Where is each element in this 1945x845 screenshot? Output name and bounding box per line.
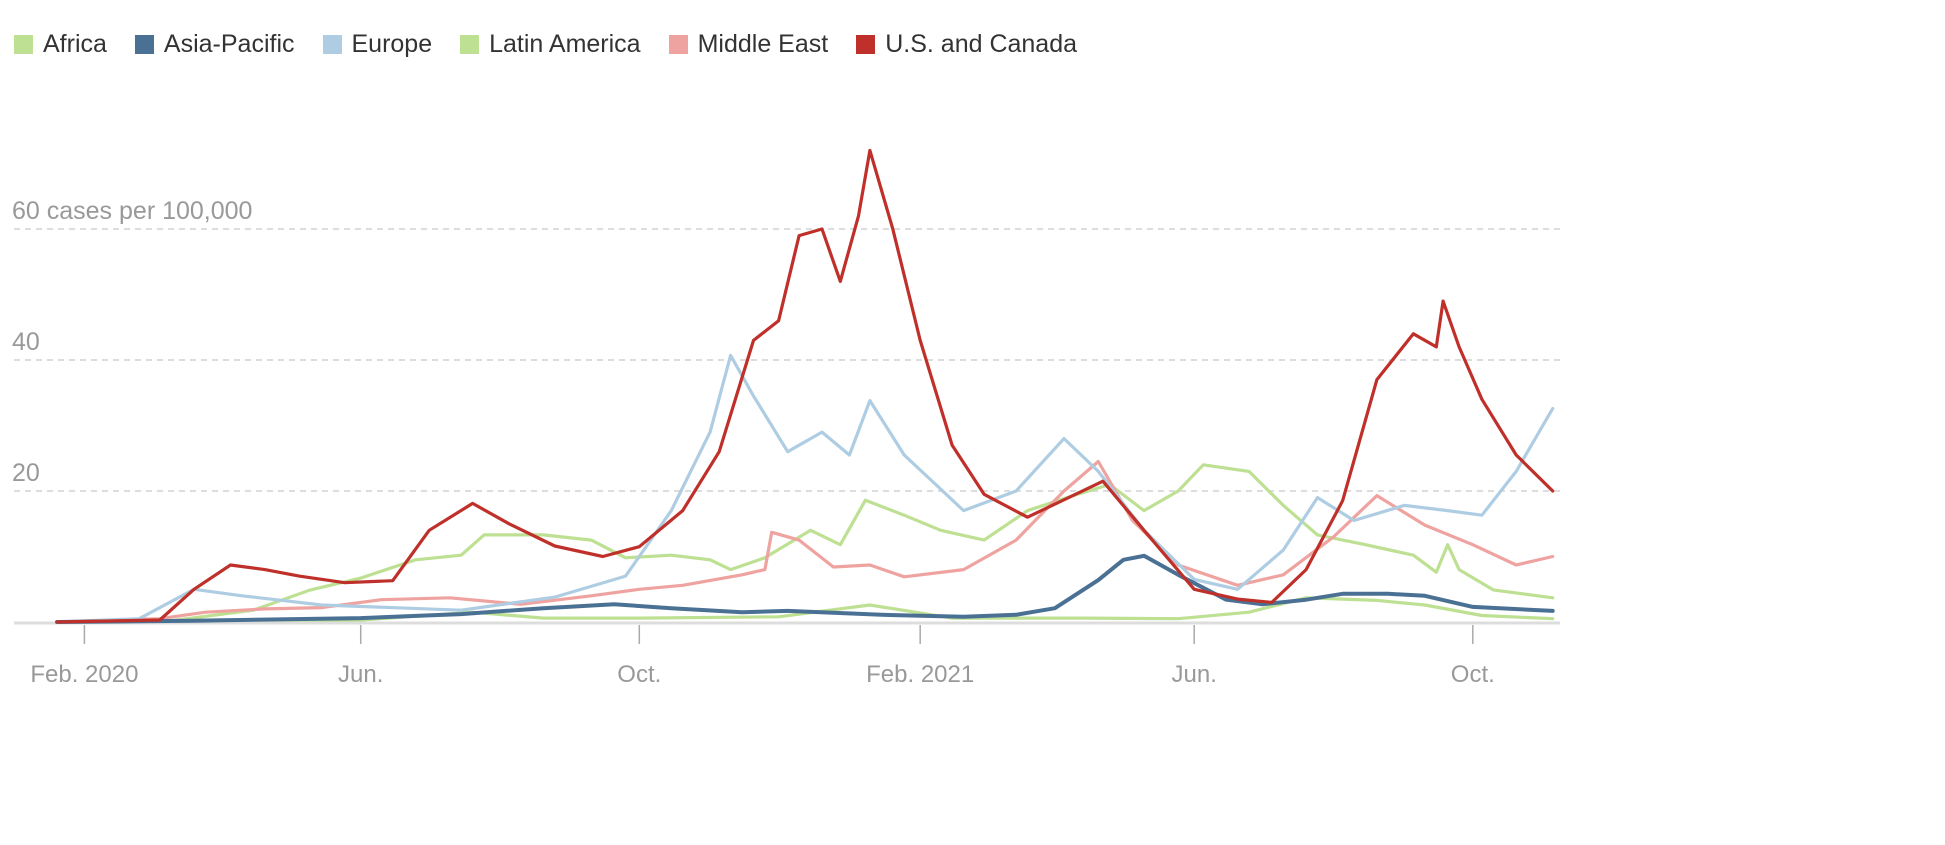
y-tick-label: 20 xyxy=(12,459,40,487)
legend-item: Asia-Pacific xyxy=(134,30,295,59)
x-tick-label: Oct. xyxy=(617,661,661,688)
x-tick-label: Jun. xyxy=(338,661,383,688)
legend: Africa Asia-Pacific Europe Latin America Mid… xyxy=(14,30,1077,59)
legend-swatch xyxy=(322,35,342,54)
legend-item: U.S. and Canada xyxy=(856,30,1077,59)
legend-item: Middle East xyxy=(668,30,829,59)
series-line-latin-america xyxy=(55,463,1555,624)
legend-swatch xyxy=(460,35,480,54)
legend-label: Africa xyxy=(43,30,107,58)
x-tick-label: Feb. 2021 xyxy=(866,661,974,688)
series-line-u-s-and-canada xyxy=(55,148,1555,624)
y-tick-label: 40 xyxy=(12,328,40,356)
x-tick-label: Jun. xyxy=(1172,661,1217,688)
x-tick-label: Feb. 2020 xyxy=(30,661,138,688)
legend-label: Latin America xyxy=(489,30,641,58)
legend-swatch xyxy=(14,35,33,54)
series-line-asia-pacific xyxy=(55,553,1555,624)
legend-swatch xyxy=(134,35,154,54)
legend-label: Asia-Pacific xyxy=(163,30,295,58)
y-tick-label: 60 cases per 100,000 xyxy=(12,197,252,225)
legend-item: Europe xyxy=(322,30,433,59)
legend-swatch xyxy=(856,35,876,54)
legend-label: U.S. and Canada xyxy=(885,30,1078,58)
x-tick-label: Oct. xyxy=(1451,661,1495,688)
legend-swatch xyxy=(668,35,688,54)
series-line-europe xyxy=(55,353,1555,624)
legend-label: Europe xyxy=(351,30,433,58)
legend-item: Africa xyxy=(14,30,107,59)
series-line-middle-east xyxy=(55,459,1555,624)
legend-label: Middle East xyxy=(697,30,829,58)
legend-item: Latin America xyxy=(460,30,641,59)
